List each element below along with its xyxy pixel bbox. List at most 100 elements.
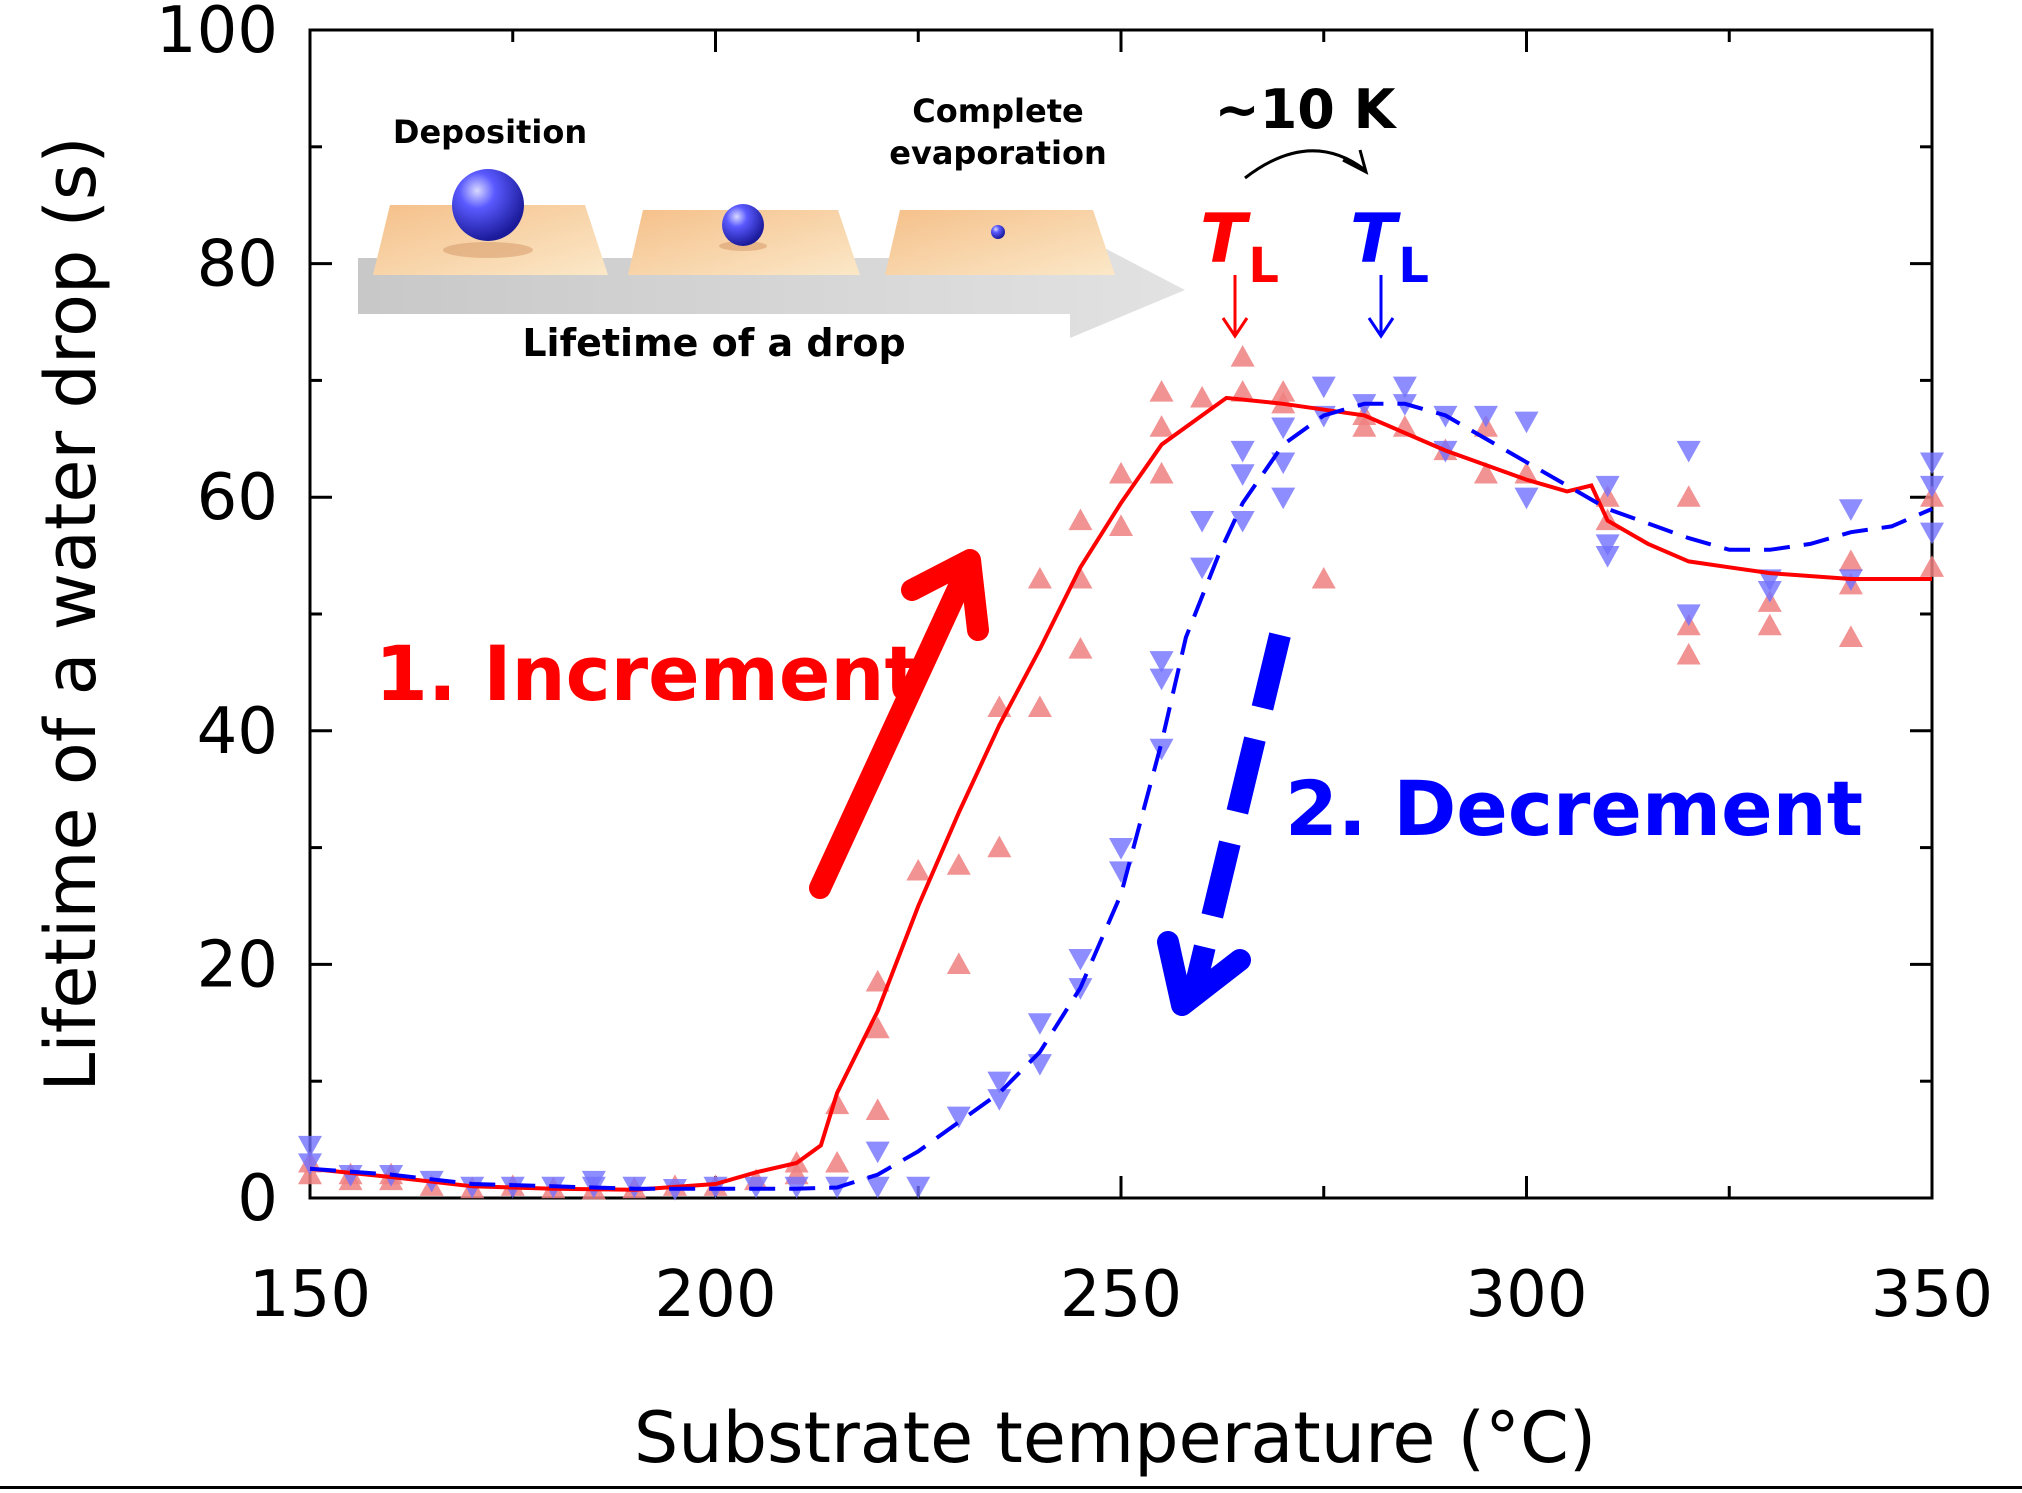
increment-point bbox=[1149, 380, 1174, 402]
increment-label: 1. Increment bbox=[375, 629, 921, 718]
increment-point bbox=[1676, 642, 1701, 665]
decrement-point bbox=[1676, 440, 1701, 463]
decrement-point bbox=[1230, 464, 1255, 486]
tl-decrement-symbol: T bbox=[1350, 200, 1401, 279]
increment-point bbox=[1068, 637, 1093, 659]
y-tick-label: 0 bbox=[237, 1162, 278, 1236]
plate-evaporation-icon bbox=[885, 210, 1115, 275]
decrement-point bbox=[1595, 534, 1620, 556]
x-axis-label: Substrate temperature (°C) bbox=[634, 1397, 1596, 1479]
decrement-point bbox=[1311, 376, 1336, 399]
decrement-point bbox=[1230, 440, 1255, 463]
increment-point bbox=[1190, 385, 1215, 408]
increment-point bbox=[1027, 566, 1052, 589]
decrement-point bbox=[1757, 581, 1782, 603]
y-tick-label: 40 bbox=[197, 695, 278, 769]
decrement-point bbox=[1920, 522, 1944, 545]
plate-deposition-icon bbox=[373, 169, 608, 275]
decrement-point bbox=[987, 1071, 1012, 1094]
lifetime-arrow-label: Lifetime of a drop bbox=[522, 321, 905, 365]
increment-point bbox=[1027, 695, 1052, 718]
decrement-point bbox=[1271, 487, 1296, 510]
inset-illustration: Lifetime of a drop Deposition Complete e… bbox=[358, 92, 1185, 365]
x-tick-label: 350 bbox=[1871, 1258, 1993, 1332]
y-tick-label: 60 bbox=[197, 461, 278, 535]
decrement-point bbox=[987, 1089, 1012, 1111]
decrement-point bbox=[298, 1135, 322, 1158]
decrement-point bbox=[1109, 838, 1133, 860]
decrement-arrow-icon bbox=[1157, 632, 1291, 1016]
increment-point bbox=[946, 853, 971, 875]
decrement-point bbox=[1027, 1054, 1052, 1076]
increment-point bbox=[987, 835, 1012, 858]
increment-point bbox=[1271, 380, 1296, 402]
tl-decrement-subscript: L bbox=[1398, 238, 1429, 294]
y-axis-label: Lifetime of a water drop (s) bbox=[30, 136, 112, 1091]
bottom-rule bbox=[0, 1486, 2022, 1489]
tl-increment-arrow-icon bbox=[1221, 275, 1249, 339]
lifetime-arrow-icon bbox=[358, 230, 1185, 338]
decrement-point bbox=[1027, 1013, 1052, 1035]
tl-increment-label: TL bbox=[1200, 200, 1279, 294]
increment-curve bbox=[309, 395, 1932, 1192]
axis-ticks bbox=[308, 28, 1934, 1200]
increment-point bbox=[1109, 514, 1133, 536]
decrement-point bbox=[946, 1106, 971, 1129]
tl-increment-subscript: L bbox=[1248, 238, 1279, 294]
decrement-point bbox=[1230, 510, 1255, 533]
y-tick-label: 100 bbox=[156, 0, 278, 68]
tl-decrement-label: TL bbox=[1350, 200, 1429, 294]
decrement-point bbox=[1676, 604, 1701, 626]
x-tick-label: 150 bbox=[249, 1258, 371, 1332]
tl-increment-symbol: T bbox=[1200, 200, 1251, 279]
increment-point bbox=[1473, 461, 1498, 484]
increment-point bbox=[1838, 549, 1863, 572]
decrement-point bbox=[1392, 376, 1417, 399]
decrement-point bbox=[1595, 475, 1620, 498]
increment-point bbox=[1311, 566, 1336, 589]
x-tick-label: 250 bbox=[1060, 1258, 1182, 1332]
increment-arrow-icon bbox=[809, 549, 989, 899]
decrement-point bbox=[298, 1153, 322, 1175]
decrement-label: 2. Decrement bbox=[1285, 764, 1863, 853]
tick-labels: 150 200 250 300 350 0 20 40 60 80 100 bbox=[156, 0, 1993, 1332]
x-tick-label: 300 bbox=[1465, 1258, 1587, 1332]
plate-shrinking-icon bbox=[628, 204, 860, 275]
shift-arrow-icon bbox=[1244, 149, 1369, 180]
increment-point bbox=[865, 1098, 890, 1120]
decrement-point bbox=[1595, 546, 1620, 568]
decrement-point bbox=[1190, 557, 1215, 580]
decrement-point bbox=[1271, 452, 1296, 475]
decrement-point bbox=[1838, 499, 1863, 521]
increment-point bbox=[906, 858, 931, 881]
decrement-point bbox=[865, 1141, 890, 1164]
stage-deposition-label: Deposition bbox=[393, 113, 587, 151]
increment-point bbox=[1068, 508, 1093, 531]
decrement-point bbox=[1149, 651, 1174, 673]
shift-label: ~10 K bbox=[1214, 78, 1397, 141]
decrement-point bbox=[1920, 452, 1944, 475]
y-tick-label: 20 bbox=[197, 928, 278, 1002]
increment-point bbox=[865, 969, 890, 992]
increment-point bbox=[1149, 461, 1174, 484]
decrement-point bbox=[1473, 405, 1498, 428]
tl-decrement-arrow-icon bbox=[1367, 275, 1395, 339]
decrement-point bbox=[1514, 487, 1539, 510]
increment-point bbox=[946, 952, 971, 974]
decrement-point bbox=[906, 1176, 931, 1199]
increment-point bbox=[1757, 613, 1782, 636]
decrement-curve bbox=[309, 401, 1933, 1191]
x-tick-label: 200 bbox=[654, 1258, 776, 1332]
increment-point bbox=[1352, 415, 1377, 437]
increment-point bbox=[1676, 485, 1701, 507]
stage-evaporation-label-line1: Complete bbox=[912, 92, 1083, 130]
decrement-point bbox=[1514, 411, 1539, 434]
increment-point bbox=[825, 1150, 850, 1173]
increment-point bbox=[1149, 415, 1174, 437]
decrement-point bbox=[865, 1176, 890, 1199]
increment-point bbox=[1109, 461, 1133, 484]
decrement-point bbox=[1271, 417, 1296, 440]
decrement-point bbox=[1068, 948, 1093, 971]
